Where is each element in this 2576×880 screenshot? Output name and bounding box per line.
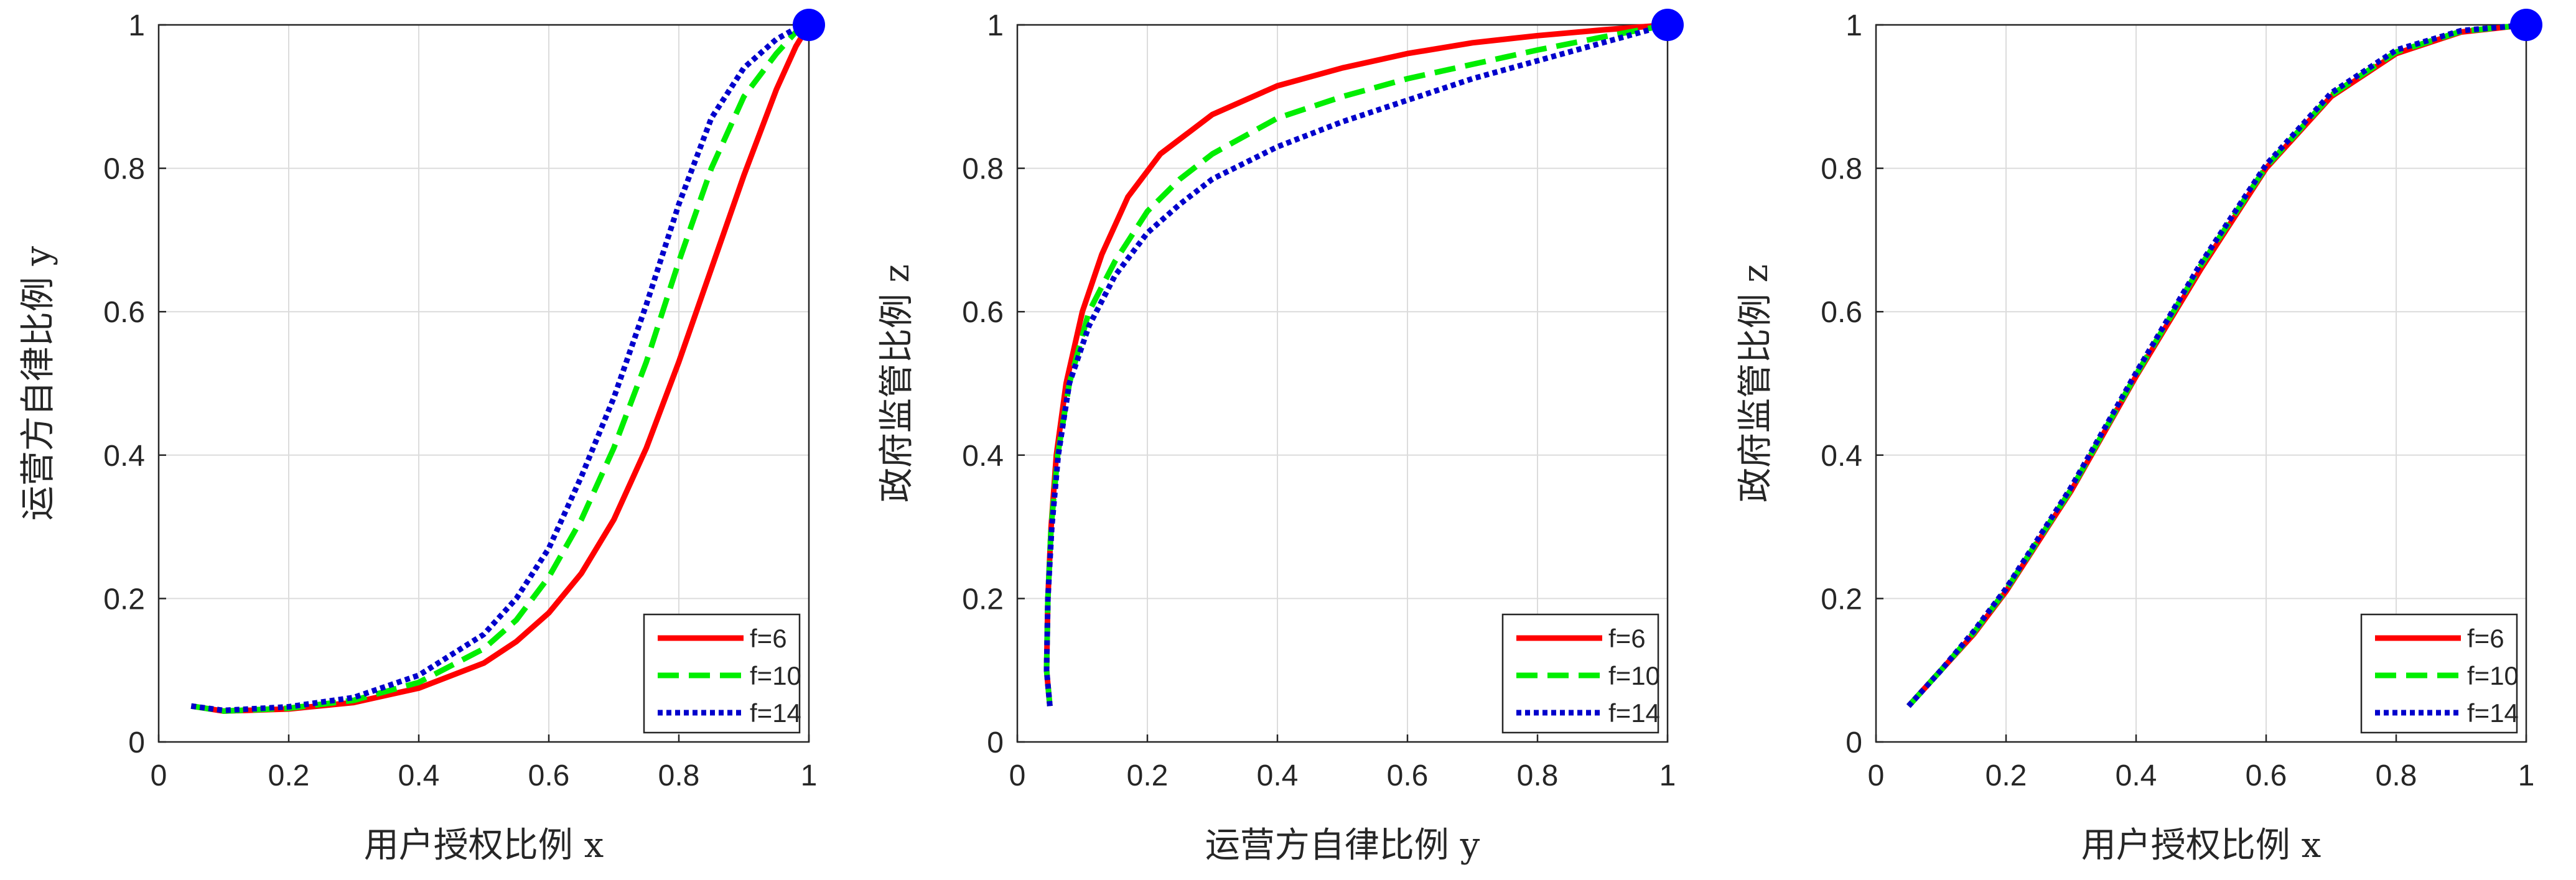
x-tick-label: 0.6 bbox=[1387, 759, 1429, 792]
chart-panel-3: 0 0.2 0.4 0.6 0.8 1 0 0.2 0.4 0.6 0.8 1 用户授权比例 x 政府监管… bbox=[1735, 9, 2542, 866]
x-tick-label: 1 bbox=[2518, 759, 2535, 792]
x-tick-label: 0 bbox=[151, 759, 167, 792]
endpoint-marker bbox=[2510, 9, 2542, 41]
y-axis-label: 运营方自律比例 y bbox=[18, 246, 58, 521]
x-tick-label: 0.8 bbox=[658, 759, 700, 792]
series-line-f=6 bbox=[190, 23, 811, 714]
x-tick-label: 0.2 bbox=[1127, 759, 1169, 792]
series-line-f=14 bbox=[1043, 22, 1669, 706]
y-tick-label: 0 bbox=[987, 726, 1004, 759]
legend: f=6 f=10 f=14 bbox=[643, 613, 801, 734]
x-tick-label: 0.8 bbox=[1517, 759, 1559, 792]
legend-label: f=10 bbox=[1608, 661, 1660, 690]
x-tick-label: 0.4 bbox=[398, 759, 440, 792]
y-tick-label: 0.8 bbox=[103, 153, 145, 186]
x-tick-label: 0.2 bbox=[268, 759, 310, 792]
legend-label: f=10 bbox=[2467, 661, 2519, 690]
legend-label: f=10 bbox=[750, 661, 801, 690]
y-tick-label: 1 bbox=[128, 9, 145, 42]
x-axis-label: 用户授权比例 x bbox=[2081, 825, 2321, 866]
series-line-f=6 bbox=[1906, 22, 2527, 708]
y-tick-label: 0.6 bbox=[103, 296, 145, 329]
x-tick-label: 1 bbox=[1659, 759, 1676, 792]
y-tick-label: 0.6 bbox=[962, 296, 1004, 329]
axes-frame bbox=[1016, 24, 1669, 743]
y-tick-label: 0 bbox=[128, 726, 145, 759]
y-tick-label: 0.8 bbox=[962, 153, 1004, 186]
legend: f=6 f=10 f=14 bbox=[1501, 613, 1660, 734]
y-axis-label: 政府监管比例 z bbox=[1735, 264, 1776, 503]
y-tick-label: 0.2 bbox=[1821, 583, 1862, 616]
legend-label: f=14 bbox=[1608, 698, 1660, 728]
y-tick-label: 0.4 bbox=[103, 440, 145, 473]
legend-label: f=14 bbox=[750, 698, 801, 728]
series-line-f=6 bbox=[1043, 22, 1668, 706]
axes-frame bbox=[157, 24, 810, 743]
series-line-f=10 bbox=[190, 22, 811, 714]
axes-frame bbox=[1875, 24, 2527, 743]
x-axis-label: 运营方自律比例 y bbox=[1205, 825, 1480, 866]
series-line-f=10 bbox=[1906, 22, 2527, 708]
x-tick-label: 0.4 bbox=[1257, 759, 1299, 792]
legend: f=6 f=10 f=14 bbox=[2360, 613, 2519, 734]
y-tick-label: 1 bbox=[1846, 9, 1862, 42]
y-tick-label: 0.4 bbox=[962, 440, 1004, 473]
x-tick-label: 0 bbox=[1009, 759, 1026, 792]
x-tick-label: 0.6 bbox=[528, 759, 570, 792]
y-tick-label: 0.6 bbox=[1821, 296, 1862, 329]
endpoint-marker bbox=[1651, 9, 1684, 41]
legend-label: f=6 bbox=[2467, 624, 2504, 653]
x-tick-label: 0.8 bbox=[2376, 759, 2417, 792]
y-tick-label: 0.4 bbox=[1821, 440, 1862, 473]
x-tick-label: 0.6 bbox=[2246, 759, 2287, 792]
legend-label: f=14 bbox=[2467, 698, 2519, 728]
y-axis-label: 政府监管比例 z bbox=[877, 264, 917, 503]
endpoint-marker bbox=[793, 9, 825, 41]
y-tick-label: 0.2 bbox=[103, 583, 145, 616]
legend-label: f=6 bbox=[750, 624, 787, 653]
series-line-f=14 bbox=[190, 22, 810, 713]
y-tick-label: 0.8 bbox=[1821, 153, 1862, 186]
series-line-f=14 bbox=[1906, 22, 2527, 708]
y-tick-label: 1 bbox=[987, 9, 1004, 42]
x-tick-label: 0.4 bbox=[2116, 759, 2157, 792]
y-tick-label: 0 bbox=[1846, 726, 1862, 759]
chart-panel-1: 0 0.2 0.4 0.6 0.8 1 0 0.2 0.4 0.6 0.8 1 用户授权比例 x 运营方自… bbox=[18, 9, 825, 866]
series-line-f=10 bbox=[1043, 22, 1668, 706]
x-tick-label: 0 bbox=[1868, 759, 1885, 792]
legend-label: f=6 bbox=[1608, 624, 1646, 653]
x-tick-label: 1 bbox=[801, 759, 818, 792]
chart-panel-2: 0 0.2 0.4 0.6 0.8 1 0 0.2 0.4 0.6 0.8 1 运营方自律比例 y 政府监… bbox=[877, 9, 1684, 866]
y-tick-label: 0.2 bbox=[962, 583, 1004, 616]
x-tick-label: 0.2 bbox=[1986, 759, 2027, 792]
x-axis-label: 用户授权比例 x bbox=[364, 825, 604, 866]
